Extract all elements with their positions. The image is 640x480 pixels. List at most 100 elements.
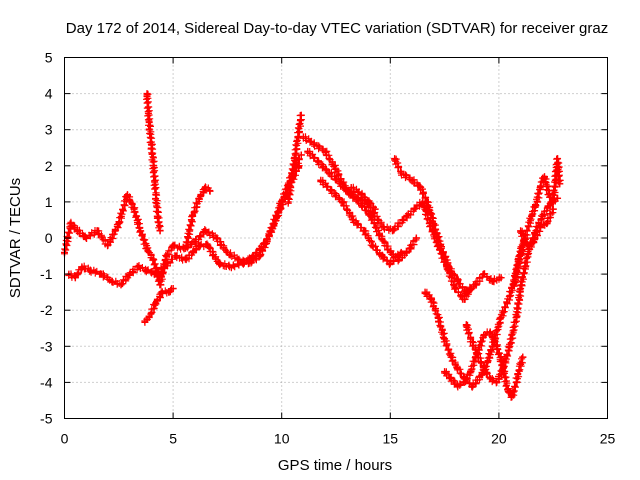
data-point (165, 288, 173, 296)
data-point (512, 313, 520, 321)
data-point (97, 270, 105, 278)
data-point (189, 212, 197, 220)
data-point (545, 191, 553, 199)
data-point (152, 270, 160, 278)
data-point (147, 140, 155, 148)
data-point (469, 382, 477, 390)
data-point (215, 259, 223, 267)
data-point (397, 248, 405, 256)
data-point (430, 220, 438, 228)
data-point (321, 147, 329, 155)
data-points (61, 90, 564, 401)
data-point (486, 328, 494, 336)
data-point (152, 191, 160, 199)
data-point (78, 263, 86, 271)
data-point (517, 285, 525, 293)
data-point (163, 252, 171, 260)
data-point (336, 180, 344, 188)
y-tick-label: -5 (40, 411, 53, 427)
series-pass-4 (141, 285, 177, 326)
data-point (137, 227, 145, 235)
data-point (386, 248, 394, 256)
data-point (480, 364, 488, 372)
series-pass-5 (182, 183, 214, 251)
data-point (325, 169, 333, 177)
data-point (517, 227, 525, 235)
data-point (519, 353, 527, 361)
data-point (130, 205, 138, 213)
data-point (143, 266, 151, 274)
data-point (156, 281, 164, 289)
x-tick-label: 20 (491, 431, 507, 447)
data-point (532, 202, 540, 210)
y-tick-label: -3 (40, 338, 53, 354)
data-point (521, 263, 529, 271)
data-point (82, 234, 90, 242)
data-point (423, 198, 431, 206)
data-point (299, 133, 307, 141)
data-point (87, 266, 95, 274)
data-point (471, 281, 479, 289)
data-point (399, 216, 407, 224)
data-point (134, 263, 142, 271)
data-point (239, 259, 247, 267)
data-point (536, 183, 544, 191)
data-point (497, 274, 505, 282)
data-point (332, 165, 340, 173)
data-point (67, 220, 75, 228)
series-pass-15 (510, 155, 564, 290)
data-point (549, 198, 557, 206)
data-point (108, 277, 116, 285)
data-point (441, 368, 449, 376)
data-point (145, 313, 153, 321)
data-point (478, 371, 486, 379)
data-point (310, 140, 318, 148)
data-point (304, 147, 312, 155)
y-tick-label: 0 (45, 230, 53, 246)
data-point (462, 321, 470, 329)
data-point (360, 227, 368, 235)
data-point (406, 245, 414, 253)
data-point (204, 241, 212, 249)
y-tick-label: 4 (45, 86, 53, 102)
data-point (169, 241, 177, 249)
data-point (386, 259, 394, 267)
data-point (447, 353, 455, 361)
data-point (195, 241, 203, 249)
x-tick-label: 5 (169, 431, 177, 447)
data-point (506, 292, 514, 300)
data-point (445, 263, 453, 271)
data-point (150, 162, 158, 170)
data-point (249, 252, 257, 260)
data-point (493, 378, 501, 386)
data-point (93, 227, 101, 235)
data-point (317, 176, 325, 184)
data-point (497, 313, 505, 321)
y-tick-label: 5 (45, 50, 53, 66)
data-point (171, 252, 179, 260)
data-point (123, 191, 131, 199)
data-point (397, 169, 405, 177)
data-point (473, 350, 481, 358)
data-point (525, 245, 533, 253)
data-point (388, 227, 396, 235)
data-point (493, 342, 501, 350)
data-point (143, 245, 151, 253)
y-tick-label: -1 (40, 266, 53, 282)
data-point (523, 241, 531, 249)
data-point (169, 285, 177, 293)
data-point (447, 375, 455, 383)
data-point (508, 393, 516, 401)
data-point (391, 155, 399, 163)
data-point (486, 375, 494, 383)
data-point (512, 378, 520, 386)
chart-title: Day 172 of 2014, Sidereal Day-to-day VTE… (66, 20, 608, 37)
data-point (467, 368, 475, 376)
data-point (454, 277, 462, 285)
data-point (434, 313, 442, 321)
data-point (514, 256, 522, 264)
data-point (556, 180, 564, 188)
data-point (428, 295, 436, 303)
